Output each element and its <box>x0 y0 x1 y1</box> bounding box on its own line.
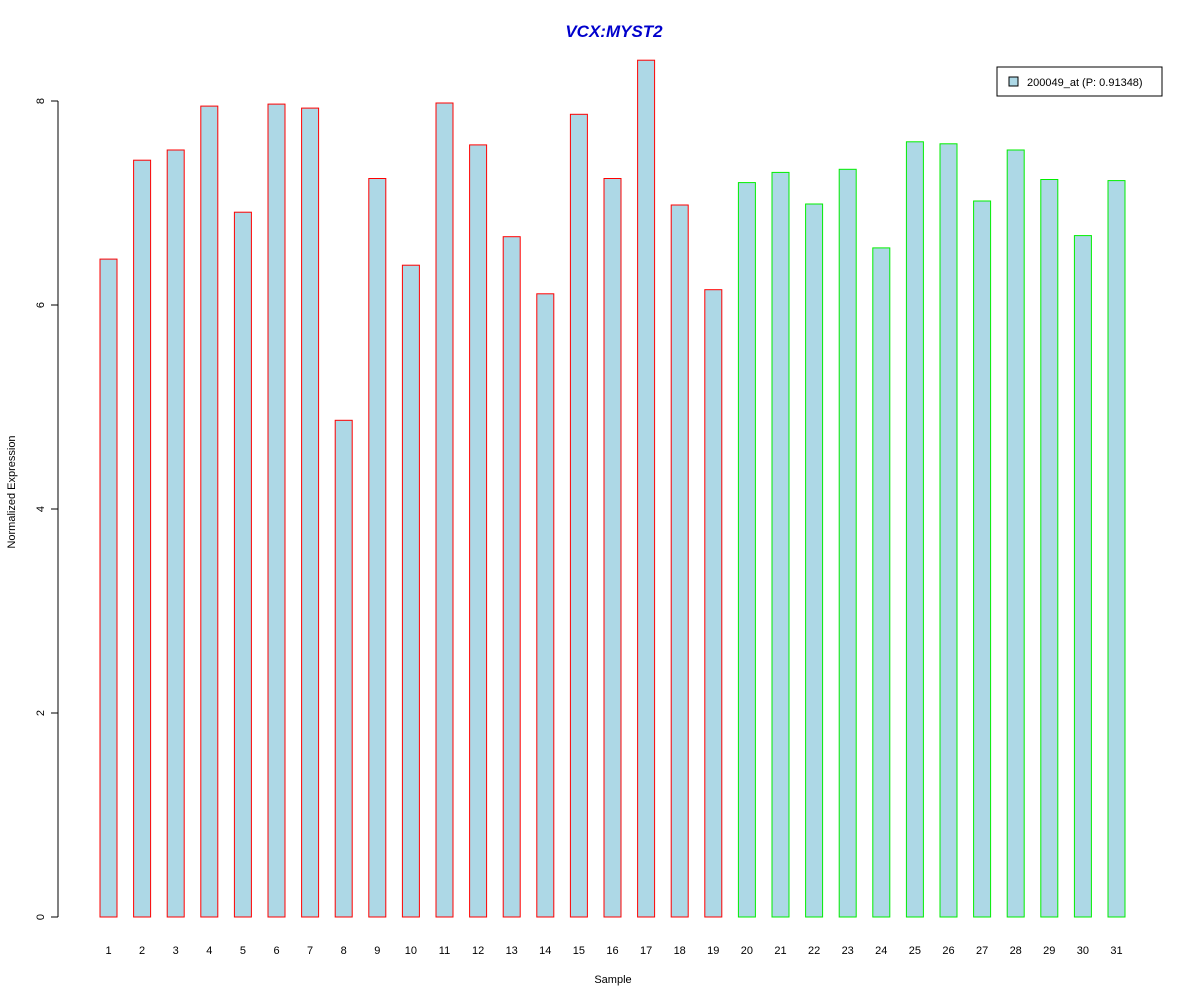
bar-sample-5 <box>233 211 252 918</box>
x-tick-label: 8 <box>341 945 347 957</box>
x-tick-label: 2 <box>139 945 145 957</box>
legend-entry: 200049_at (P: 0.91348) <box>1027 77 1143 89</box>
x-tick-label: 25 <box>909 945 921 957</box>
bar-sample-28 <box>1006 149 1025 918</box>
bar-sample-16 <box>603 178 622 918</box>
x-tick-label: 7 <box>307 945 313 957</box>
x-tick-label: 12 <box>472 945 484 957</box>
bar-sample-3 <box>166 149 185 918</box>
x-tick-label: 14 <box>539 945 551 957</box>
x-tick-label: 21 <box>774 945 786 957</box>
x-tick-label: 6 <box>273 945 279 957</box>
x-tick-label: 4 <box>206 945 212 957</box>
x-tick-label: 15 <box>573 945 585 957</box>
x-axis-label: Sample <box>594 974 631 986</box>
x-tick-label: 26 <box>942 945 954 957</box>
x-tick-label: 1 <box>105 945 111 957</box>
bar-sample-17 <box>637 59 656 918</box>
bar-sample-22 <box>805 203 824 918</box>
bar-sample-29 <box>1040 179 1059 918</box>
y-tick-label: 6 <box>35 302 47 308</box>
x-tick-label: 3 <box>173 945 179 957</box>
x-tick-label: 22 <box>808 945 820 957</box>
x-tick-label: 29 <box>1043 945 1055 957</box>
bar-sample-11 <box>435 102 454 918</box>
bar-sample-27 <box>973 200 992 918</box>
bar-sample-30 <box>1073 235 1092 918</box>
legend-box <box>996 66 1163 97</box>
bar-sample-15 <box>569 113 588 918</box>
x-tick-label: 24 <box>875 945 887 957</box>
bar-sample-19 <box>704 289 723 918</box>
bar-sample-9 <box>368 178 387 918</box>
y-axis-label: Normalized Expression <box>6 435 18 548</box>
bar-sample-10 <box>401 264 420 918</box>
bar-sample-20 <box>737 182 756 918</box>
x-tick-label: 5 <box>240 945 246 957</box>
y-tick-label: 8 <box>35 98 47 104</box>
x-tick-label: 19 <box>707 945 719 957</box>
bar-sample-4 <box>200 105 219 918</box>
bar-sample-14 <box>536 293 555 918</box>
x-tick-labels: 1 2 3 4 5 6 7 8 9 10 11 12 13 14 15 16 17 18 19 20 21 22 23 24 2… <box>105 945 1122 957</box>
x-tick-label: 13 <box>506 945 518 957</box>
bar-sample-13 <box>502 236 521 918</box>
bar-sample-24 <box>872 247 891 918</box>
bar-sample-25 <box>905 141 924 918</box>
x-tick-label: 18 <box>674 945 686 957</box>
x-tick-label: 31 <box>1110 945 1122 957</box>
y-axis: 0 2 4 6 8 <box>35 98 59 920</box>
y-tick-label: 0 <box>35 914 47 920</box>
x-tick-label: 20 <box>741 945 753 957</box>
bar-sample-26 <box>939 143 958 918</box>
bar-sample-12 <box>469 144 488 918</box>
x-tick-label: 27 <box>976 945 988 957</box>
bar-sample-31 <box>1107 180 1126 918</box>
x-tick-label: 11 <box>439 945 450 957</box>
bar-sample-1 <box>99 258 118 918</box>
x-tick-label: 10 <box>405 945 417 957</box>
x-tick-label: 9 <box>374 945 380 957</box>
chart-title: VCX:MYST2 <box>565 22 663 41</box>
bar-sample-6 <box>267 103 286 918</box>
x-tick-label: 30 <box>1077 945 1089 957</box>
bars <box>99 59 1126 918</box>
legend: 200049_at (P: 0.91348) <box>996 66 1163 97</box>
y-tick-label: 2 <box>35 710 47 716</box>
x-tick-label: 16 <box>606 945 618 957</box>
bar-sample-2 <box>133 159 152 918</box>
bar-sample-7 <box>301 107 320 918</box>
bar-sample-18 <box>670 204 689 918</box>
bar-sample-21 <box>771 171 790 918</box>
bar-sample-23 <box>838 168 857 918</box>
bar-sample-8 <box>334 419 353 918</box>
x-tick-label: 28 <box>1010 945 1022 957</box>
y-tick-label: 4 <box>35 506 47 512</box>
legend-swatch <box>1008 76 1019 87</box>
x-tick-label: 17 <box>640 945 652 957</box>
x-tick-label: 23 <box>842 945 854 957</box>
